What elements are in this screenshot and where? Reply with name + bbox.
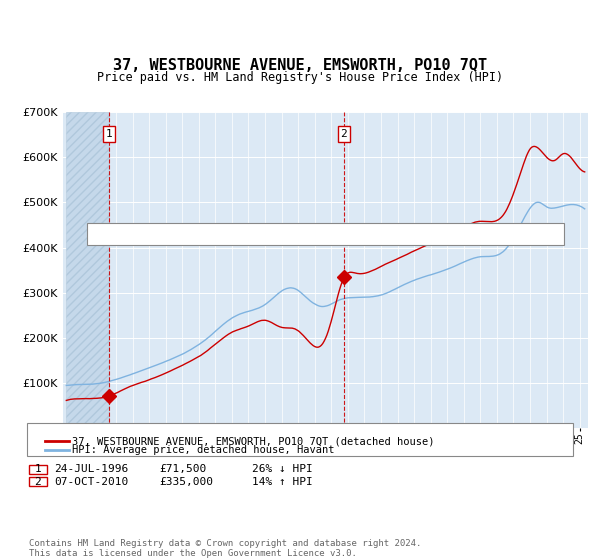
Text: £335,000: £335,000 bbox=[159, 477, 213, 487]
Text: 1: 1 bbox=[106, 129, 112, 139]
Text: 07-OCT-2010: 07-OCT-2010 bbox=[54, 477, 128, 487]
Text: Price paid vs. HM Land Registry's House Price Index (HPI): Price paid vs. HM Land Registry's House … bbox=[97, 71, 503, 84]
Text: 26% ↓ HPI: 26% ↓ HPI bbox=[252, 464, 313, 474]
FancyBboxPatch shape bbox=[86, 223, 565, 245]
Text: 2: 2 bbox=[34, 477, 41, 487]
Text: 24-JUL-1996: 24-JUL-1996 bbox=[54, 464, 128, 474]
Text: HPI: Average price, detached house, Havant: HPI: Average price, detached house, Hava… bbox=[72, 445, 335, 455]
Text: 37, WESTBOURNE AVENUE, EMSWORTH, PO10 7QT (detached house): 37, WESTBOURNE AVENUE, EMSWORTH, PO10 7Q… bbox=[72, 436, 434, 446]
Text: 37, WESTBOURNE AVENUE, EMSWORTH, PO10 7QT: 37, WESTBOURNE AVENUE, EMSWORTH, PO10 7Q… bbox=[113, 58, 487, 73]
Text: 14% ↑ HPI: 14% ↑ HPI bbox=[252, 477, 313, 487]
Bar bbox=[67, 112, 109, 428]
Text: 1: 1 bbox=[34, 464, 41, 474]
Text: Contains HM Land Registry data © Crown copyright and database right 2024.
This d: Contains HM Land Registry data © Crown c… bbox=[29, 539, 421, 558]
Text: 2: 2 bbox=[341, 129, 347, 139]
Text: £71,500: £71,500 bbox=[159, 464, 206, 474]
